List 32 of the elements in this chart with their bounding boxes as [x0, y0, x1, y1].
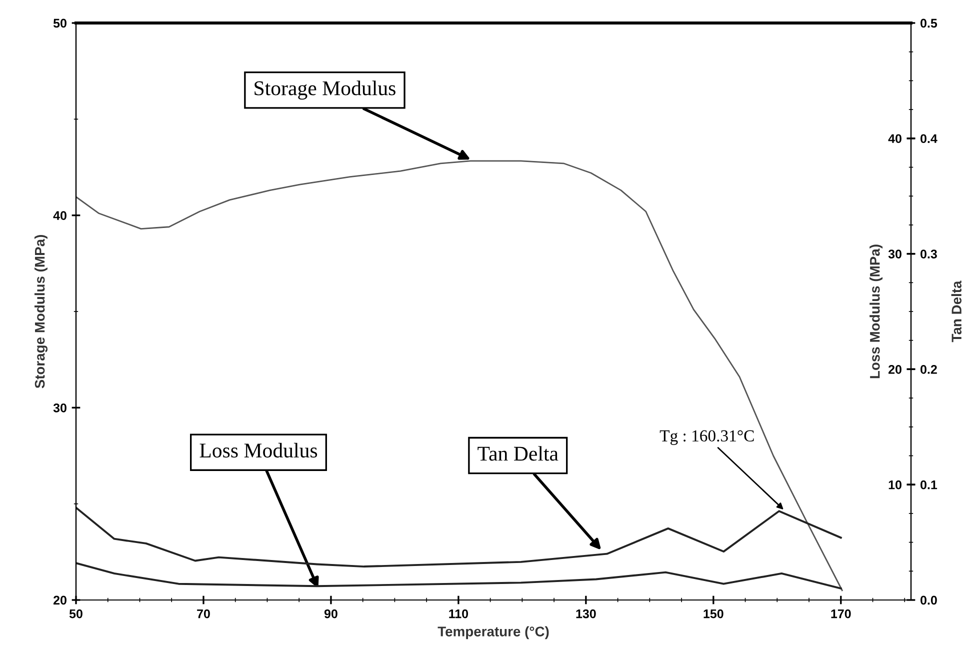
- y3-tick-label: 0.2: [920, 365, 937, 374]
- y3-axis-title: Tan Delta: [951, 280, 962, 342]
- y3-tick-label: 0.1: [920, 480, 938, 490]
- annotation: Loss Modulus: [200, 442, 318, 458]
- y3-tick-label: 0.0: [920, 596, 937, 605]
- annotation: Tg : 160.31°C: [660, 430, 754, 445]
- y2-axis-title: Loss Modulus (MPa): [870, 244, 883, 378]
- x-tick-label: 150: [704, 609, 724, 618]
- x-tick-label: 170: [831, 609, 851, 618]
- x-axis-title: Temperature (°C): [438, 626, 549, 640]
- annotation: Tan Delta: [478, 446, 558, 461]
- y-tick-label: 50: [53, 18, 66, 28]
- y3-tick-label: 0.3: [920, 250, 937, 258]
- y2-tick-label: 10: [888, 480, 902, 490]
- y-tick-label: 20: [54, 596, 66, 605]
- y3-tick-label: 0.5: [920, 18, 938, 28]
- x-tick-label: 110: [449, 609, 468, 618]
- y3-tick-label: 0.4: [920, 134, 938, 144]
- x-tick-label: 90: [324, 609, 338, 618]
- y-axis-title: Storage Modulus (MPa): [34, 235, 48, 388]
- y-tick-label: 40: [53, 211, 66, 220]
- y2-tick-label: 40: [888, 134, 902, 144]
- y2-tick-label: 20: [888, 365, 902, 374]
- x-tick-label: 70: [197, 609, 210, 618]
- line-series: [76, 506, 842, 568]
- x-tick-label: 130: [576, 609, 596, 618]
- x-tick-label: 50: [69, 609, 82, 618]
- y-tick-label: 30: [53, 403, 66, 412]
- y2-tick-label: 30: [888, 250, 902, 258]
- line-series: [76, 160, 843, 592]
- line-series: [76, 562, 842, 590]
- annotation: Storage Modulus: [254, 80, 396, 100]
